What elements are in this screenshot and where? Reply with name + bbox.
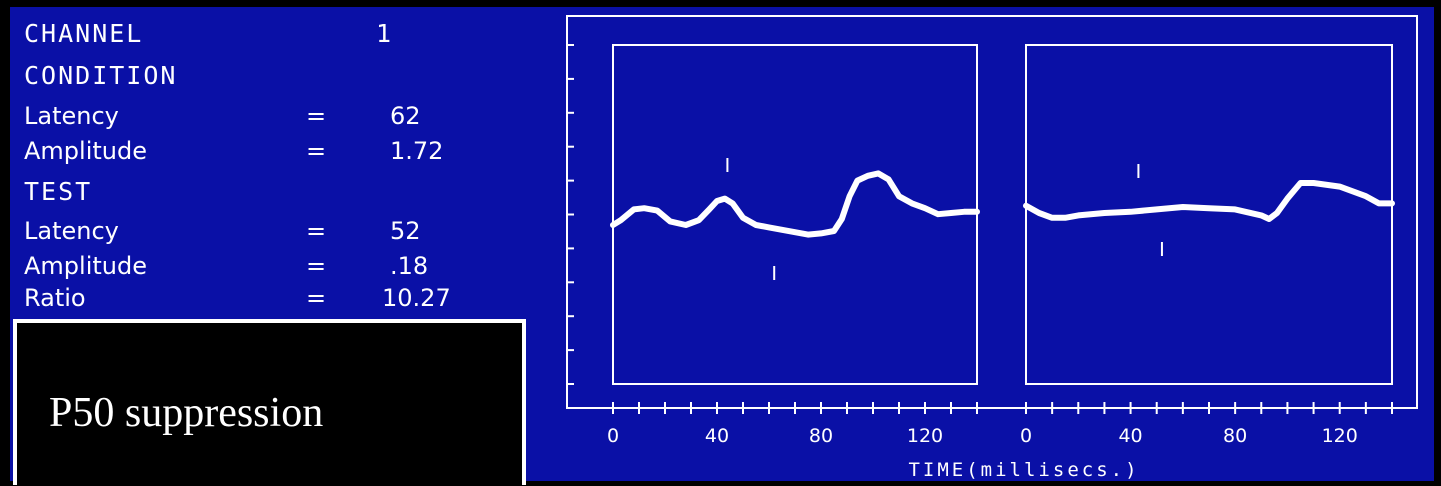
condition-latency-equals: = bbox=[306, 102, 327, 130]
x-axis-title: TIME(millisecs.) bbox=[908, 459, 1139, 481]
condition-amplitude-label: Amplitude bbox=[24, 137, 147, 165]
condition-latency-value: 62 bbox=[390, 102, 421, 130]
test-latency-label: Latency bbox=[24, 217, 119, 245]
traces bbox=[610, 158, 1395, 280]
plot-frame bbox=[566, 15, 1418, 409]
ratio-label: Ratio bbox=[24, 284, 86, 312]
ratio-equals: = bbox=[306, 284, 327, 312]
test-trace bbox=[1023, 180, 1395, 222]
condition-amplitude-value: 1.72 bbox=[390, 137, 444, 165]
x-tick-label: 40 bbox=[1118, 425, 1142, 447]
y-axis-ticks bbox=[567, 44, 574, 385]
x-tick-label: 0 bbox=[607, 425, 619, 447]
channel-label: CHANNEL bbox=[24, 19, 144, 48]
x-tick-label: 0 bbox=[1020, 425, 1032, 447]
x-tick-label: 40 bbox=[705, 425, 729, 447]
x-tick-label: 120 bbox=[907, 425, 943, 447]
condition-panel-frame bbox=[612, 44, 978, 385]
test-amplitude-value: .18 bbox=[390, 252, 429, 280]
x-tick-label: 80 bbox=[1223, 425, 1247, 447]
x-tick-label: 80 bbox=[809, 425, 833, 447]
condition-trace bbox=[610, 170, 980, 238]
test-amplitude-equals: = bbox=[306, 252, 327, 280]
caption-text: P50 suppression bbox=[49, 390, 324, 436]
test-panel-frame bbox=[1025, 44, 1393, 385]
ratio-value: 10.27 bbox=[382, 284, 451, 312]
channel-value: 1 bbox=[376, 19, 394, 48]
test-heading: TEST bbox=[24, 177, 93, 206]
caption-box: P50 suppression bbox=[13, 319, 526, 485]
condition-latency-label: Latency bbox=[24, 102, 119, 130]
test-latency-value: 52 bbox=[390, 217, 421, 245]
x-tick-label: 120 bbox=[1322, 425, 1358, 447]
test-amplitude-label: Amplitude bbox=[24, 252, 147, 280]
condition-heading: CONDITION bbox=[24, 61, 178, 90]
test-latency-equals: = bbox=[306, 217, 327, 245]
condition-amplitude-equals: = bbox=[306, 137, 327, 165]
x-axes: 0 40 80 120 0 40 80 120 bbox=[607, 402, 1393, 447]
